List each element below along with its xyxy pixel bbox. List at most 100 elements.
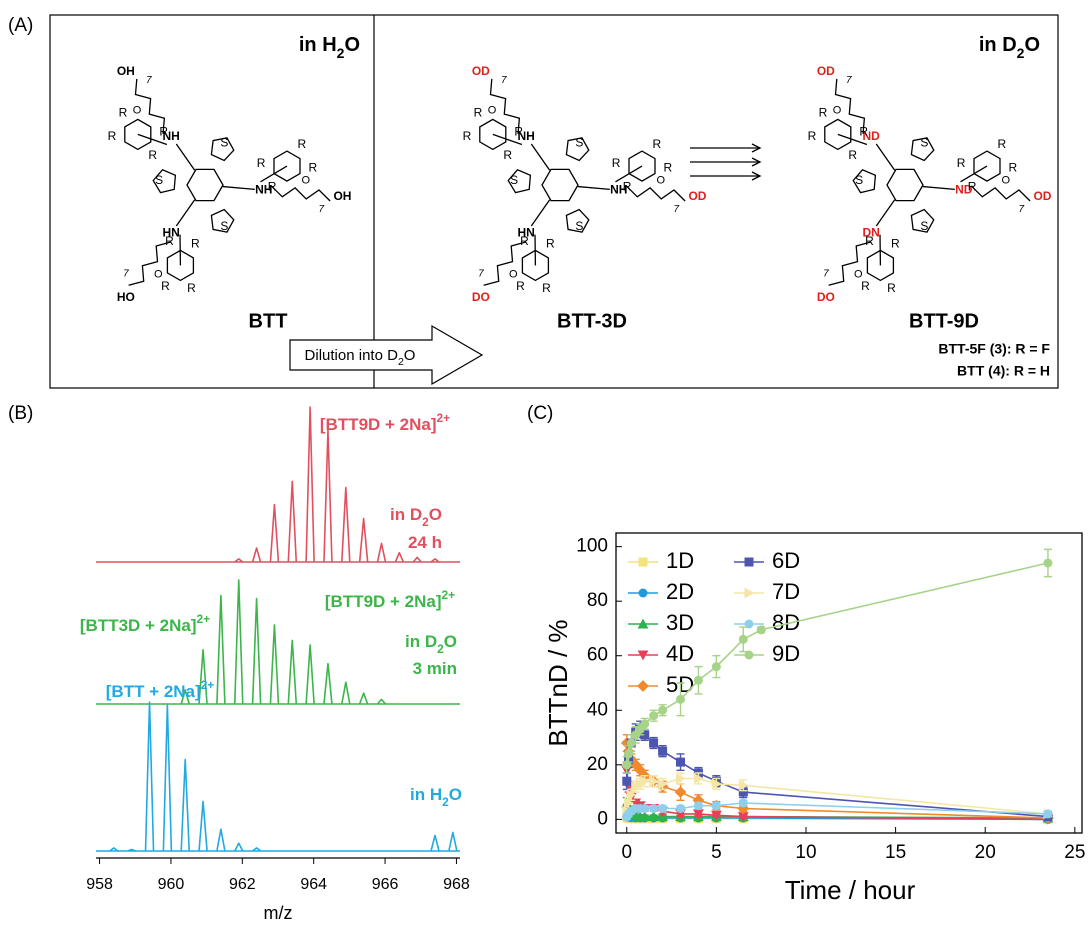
data-point	[756, 625, 766, 635]
condition-label-part: in H	[299, 34, 337, 56]
substituent-label: R	[653, 137, 662, 151]
spectrum-annotation-part: in H	[410, 785, 442, 804]
structure-name: BTT-9D	[909, 310, 979, 332]
data-point	[711, 810, 722, 821]
spectrum-annotation-part: 2+	[437, 411, 451, 425]
legend-marker	[637, 680, 649, 692]
bond	[137, 133, 168, 146]
chain	[828, 241, 872, 286]
amide-label: ND	[862, 129, 880, 143]
data-point	[648, 811, 659, 822]
condition-label-part: O	[344, 34, 360, 56]
y-axis-label: BTTnD / %	[543, 619, 573, 746]
substituent-label: R	[187, 281, 196, 295]
substituent-label: R	[848, 148, 857, 162]
panel-label: (A)	[8, 15, 33, 36]
data-point	[626, 738, 636, 748]
repeat-label: 7	[123, 268, 129, 279]
bond	[875, 199, 896, 227]
chain	[134, 78, 166, 134]
arrow-label-part: O	[404, 347, 416, 364]
data-point	[649, 711, 659, 721]
repeat-label: 7	[823, 268, 829, 279]
bond	[837, 133, 868, 146]
x-tick-label: 15	[885, 842, 906, 863]
bond	[530, 143, 551, 171]
data-point	[676, 757, 685, 767]
data-point	[640, 803, 650, 813]
chain	[489, 78, 521, 134]
terminal-label: HO	[117, 290, 135, 304]
reaction-arrows	[690, 143, 762, 181]
x-tick-label: 964	[300, 876, 327, 893]
x-tick-label: 5	[711, 842, 722, 863]
data-point	[693, 773, 704, 784]
legend-label: 4D	[666, 641, 694, 666]
spectrum-peak	[144, 701, 155, 852]
data-point	[649, 775, 659, 787]
plot-frame	[615, 532, 1083, 834]
substituent-label: R	[1009, 161, 1018, 175]
data-point	[738, 779, 749, 791]
spectrum-peak	[216, 828, 226, 852]
spectrum-annotation-part: [BTT + 2Na]	[106, 682, 201, 701]
bond	[175, 143, 196, 171]
atom-label: O	[301, 175, 310, 187]
atom-label: S	[155, 173, 163, 187]
substituent-label: R	[957, 156, 966, 170]
substituent-label: R	[542, 281, 551, 295]
data-point	[649, 803, 659, 813]
spectrum-peak	[341, 681, 351, 705]
spectrum-annotation: 3 min	[413, 659, 457, 678]
atom-label: S	[855, 173, 863, 187]
benzene-ring	[166, 249, 195, 282]
amide-label: NH	[162, 129, 179, 143]
substituent-label: R	[819, 105, 828, 119]
condition-label-part: in D	[979, 34, 1017, 56]
data-point	[738, 634, 748, 644]
spectrum-peak	[216, 594, 226, 705]
repeat-label: 7	[146, 75, 152, 86]
data-point	[738, 787, 748, 797]
spectrum-annotation: [BTT3D + 2Na]2+	[80, 612, 210, 635]
spectrum-peak	[430, 558, 440, 563]
substituent-label: R	[891, 236, 900, 250]
x-tick-label: 958	[86, 876, 113, 893]
thiophene-ring	[507, 169, 532, 194]
legend-marker	[744, 619, 754, 629]
substituent-label: R	[474, 105, 483, 119]
legend-label: 3D	[666, 610, 694, 635]
spectrum-peak	[269, 624, 280, 705]
benzene-ring	[521, 249, 550, 282]
y-tick-label: 100	[576, 536, 608, 557]
substituent-legend: BTT (4): R = H	[957, 363, 1050, 379]
atom-label: O	[854, 268, 863, 280]
benzene-ring	[824, 118, 852, 151]
panel-label: (C)	[527, 403, 553, 424]
core-ring	[886, 168, 924, 202]
substituent-label: R	[309, 161, 318, 175]
spectrum-annotation: in D2O	[390, 505, 442, 529]
spectrum-peak	[162, 704, 173, 852]
data-point	[737, 812, 749, 822]
benzene-ring	[479, 118, 507, 151]
substituent-label: R	[257, 156, 266, 170]
data-point	[693, 675, 703, 685]
spectrum-annotation-part: 3 min	[413, 659, 457, 678]
spectrum-peak	[323, 662, 333, 705]
benzene-ring	[866, 249, 895, 282]
x-tick-label: 0	[621, 842, 632, 863]
spectrum-peak	[252, 847, 262, 852]
chain	[625, 185, 686, 202]
data-point	[1043, 558, 1053, 568]
arrow-label-part: 2	[398, 356, 404, 368]
repeat-label: 7	[478, 268, 484, 279]
repeat-label: 7	[674, 204, 680, 215]
spectrum-annotation-part: 2+	[442, 588, 456, 602]
thiophene-ring	[852, 169, 877, 194]
data-point	[711, 801, 721, 811]
benzene-ring	[628, 150, 656, 182]
spectrum-peak	[376, 542, 387, 563]
